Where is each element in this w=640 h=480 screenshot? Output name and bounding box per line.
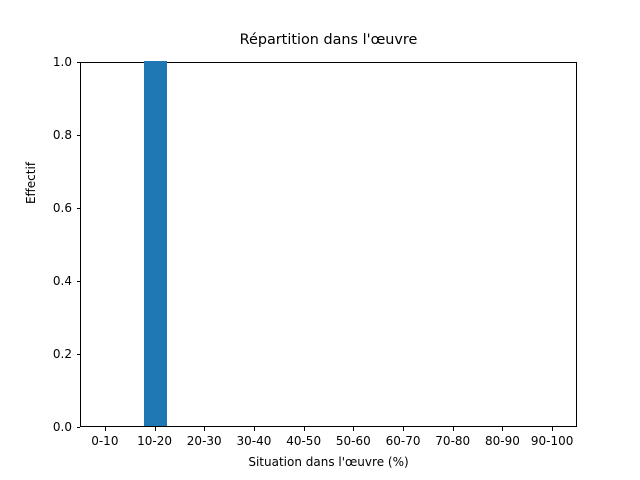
y-tick-label: 0.6 (52, 201, 72, 215)
y-tick-mark (76, 354, 80, 355)
y-axis-label: Effectif (22, 0, 40, 365)
x-tick-label: 10-20 (137, 434, 172, 448)
x-tick-mark (303, 427, 305, 431)
chart-title: Répartition dans l'œuvre (239, 32, 418, 48)
y-tick-mark (76, 281, 80, 282)
x-tick-label: 60-70 (385, 434, 421, 448)
x-tick-label: 80-90 (485, 434, 520, 448)
plot-area (80, 61, 577, 427)
x-tick-label: 0-10 (91, 434, 119, 448)
y-tick-mark (76, 427, 80, 428)
y-tick-label: 1.0 (52, 55, 72, 69)
x-axis-label: Situation dans l'œuvre (%) (248, 455, 409, 469)
x-tick-mark (502, 427, 504, 431)
bars-layer (81, 61, 576, 426)
bar-10-20 (144, 61, 167, 426)
x-tick-label: 30-40 (236, 434, 272, 448)
x-tick-label: 50-60 (335, 434, 371, 448)
x-tick-mark (154, 427, 156, 431)
x-tick-mark (403, 427, 405, 431)
y-axis-label-text: Effectif (24, 161, 38, 204)
x-tick-mark (552, 427, 554, 431)
x-tick-label: 40-50 (286, 434, 322, 448)
x-tick-mark (104, 427, 106, 431)
y-tick-mark (76, 208, 80, 209)
x-tick-mark (253, 427, 255, 431)
y-tick-mark (76, 62, 80, 63)
x-tick-label: 20-30 (186, 434, 222, 448)
y-tick-label: 0.8 (52, 128, 72, 142)
x-tick-mark (353, 427, 355, 431)
y-tick-label: 0.4 (52, 274, 72, 288)
x-tick-mark (204, 427, 206, 431)
y-tick-mark (76, 135, 80, 136)
x-tick-mark (452, 427, 454, 431)
x-tick-label: 70-80 (435, 434, 471, 448)
y-tick-label: 0.0 (52, 420, 72, 434)
y-tick-label: 0.2 (52, 347, 72, 361)
x-tick-label: 90-100 (530, 434, 574, 448)
